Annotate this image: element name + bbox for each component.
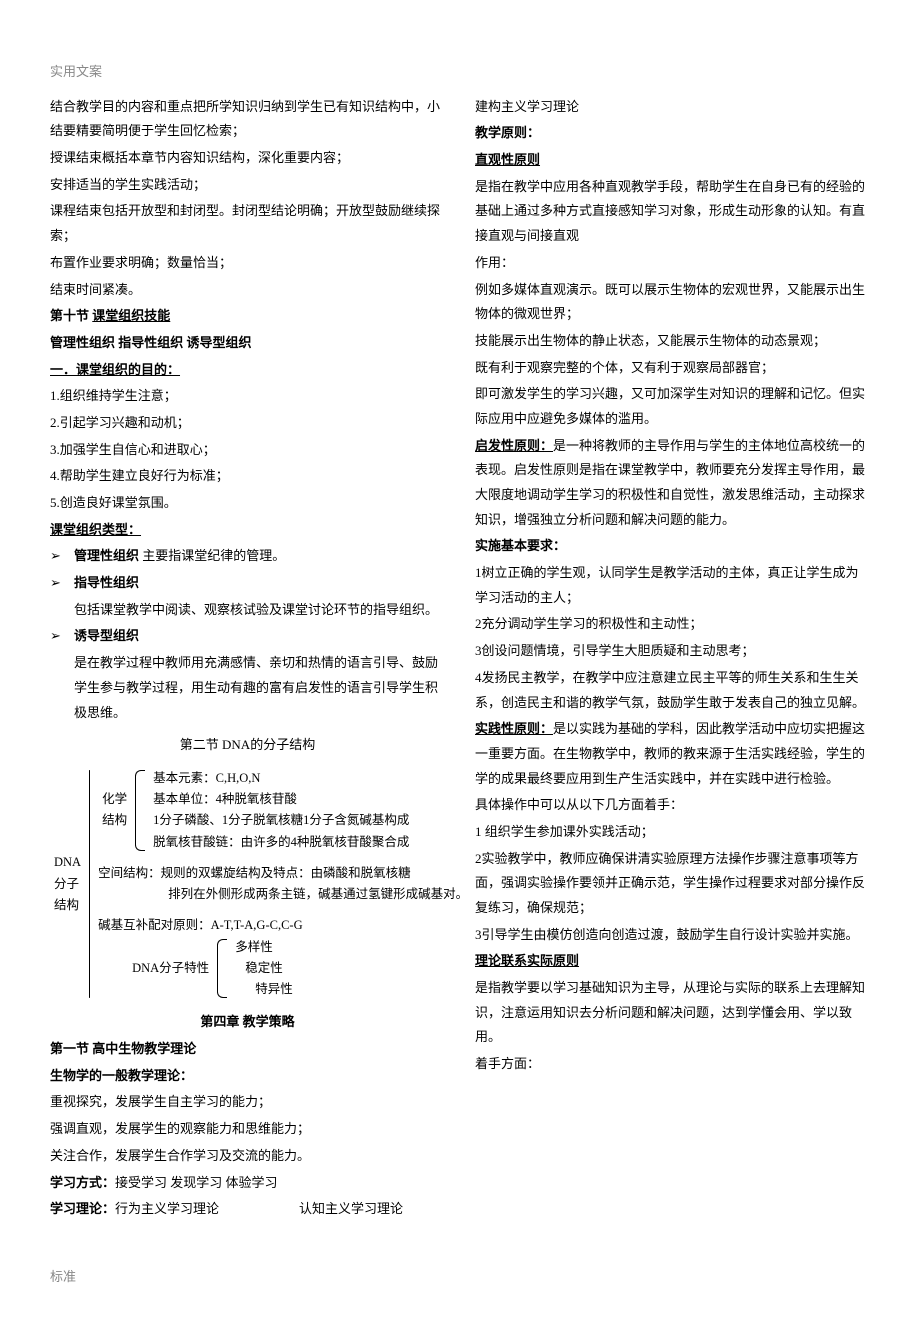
subheading: 生物学的一般教学理论： [50, 1064, 445, 1089]
label: 学习方式： [50, 1175, 115, 1190]
brace-icon [135, 770, 145, 851]
bullet-item: ➢ 诱导型组织 [50, 624, 445, 649]
value: 认知主义学习理论 [299, 1201, 403, 1216]
para: 课程结束包括开放型和封闭型。封闭型结论明确；开放型鼓励继续探索； [50, 199, 445, 248]
label: 学习理论： [50, 1201, 115, 1216]
para: 着手方面： [475, 1052, 870, 1077]
list-item: 3.加强学生自信心和进取心； [50, 438, 445, 463]
org-types-line: 管理性组织 指导性组织 诱导型组织 [50, 331, 445, 356]
diagram-row: 1分子磷酸、1分子脱氧核糖1分子含氮碱基构成 [153, 810, 409, 831]
subheading: 实施基本要求： [475, 534, 870, 559]
list-item: 5.创造良好课堂氛围。 [50, 491, 445, 516]
diagram-row: 特异性 [235, 979, 293, 1000]
diagram-row: 空间结构：规则的双螺旋结构及特点：由磷酸和脱氧核糖 [98, 863, 468, 884]
root-label-line: 分子 [54, 874, 81, 895]
page-header: 实用文案 [50, 60, 870, 85]
brace-icon [217, 939, 227, 999]
bullet-item: ➢ 管理性组织 主要指课堂纪律的管理。 [50, 544, 445, 569]
para: 布置作业要求明确；数量恰当； [50, 251, 445, 276]
bullet-item: ➢ 指导性组织 [50, 571, 445, 596]
subheading: 课堂组织类型： [50, 518, 445, 543]
bullet-body: 包括课堂教学中阅读、观察核试验及课堂讨论环节的指导组织。 [50, 598, 445, 623]
subheading: 教学原则： [475, 121, 870, 146]
learning-theory-line: 学习理论：行为主义学习理论 认知主义学习理论 [50, 1197, 445, 1222]
chapter-heading: 第四章 教学策略 [50, 1010, 445, 1035]
list-item: 4发扬民主教学，在教学中应注意建立民主平等的师生关系和生生关系，创造民主和谐的教… [475, 666, 870, 715]
list-item: 2充分调动学生学习的积极性和主动性； [475, 612, 870, 637]
para: 授课结束概括本章节内容知识结构，深化重要内容； [50, 146, 445, 171]
diagram-row: 稳定性 [235, 958, 293, 979]
para: 结束时间紧凑。 [50, 278, 445, 303]
para: 技能展示出生物体的静止状态，又能展示生物体的动态景观； [475, 329, 870, 354]
para: 具体操作中可以从以下几方面着手： [475, 793, 870, 818]
brace-icon [89, 770, 90, 999]
chem-label: 化学 结构 [98, 768, 131, 853]
label: 实践性原则： [475, 721, 553, 736]
bullet-label: 指导性组织 [74, 575, 139, 590]
bullet-label: 诱导型组织 [74, 628, 139, 643]
principle-heading: 启发性原则：是一种将教师的主导作用与学生的主体地位高校统一的表现。启发性原则是指… [475, 434, 870, 533]
diagram-row: 碱基互补配对原则：A-T,T-A,G-C,C-G [98, 915, 468, 936]
para: 强调直观，发展学生的观察能力和思维能力； [50, 1117, 445, 1142]
page-footer: 标准 [50, 1265, 870, 1290]
value: 接受学习 发现学习 体验学习 [115, 1175, 278, 1190]
para: 即可激发学生的学习兴趣，又可加深学生对知识的理解和记忆。但实际应用中应避免多媒体… [475, 382, 870, 431]
list-item: 1 组织学生参加课外实践活动； [475, 820, 870, 845]
chem-label-line: 结构 [102, 810, 127, 831]
bullet-body: 是在教学过程中教师用充满感情、亲切和热情的语言引导、鼓励学生参与教学过程，用生动… [50, 651, 445, 725]
value: 行为主义学习理论 [115, 1201, 219, 1216]
para: 建构主义学习理论 [475, 95, 870, 120]
root-label-line: DNA [54, 852, 81, 873]
traits-label: DNA分子特性 [128, 937, 213, 1001]
principle-heading: 实践性原则：是以实践为基础的学科，因此教学活动中应切实把握这一重要方面。在生物教… [475, 717, 870, 791]
list-item: 2实验教学中，教师应确保讲清实验原理方法操作步骤注意事项等方面，强调实验操作要领… [475, 847, 870, 921]
para: 关注合作，发展学生合作学习及交流的能力。 [50, 1144, 445, 1169]
bullet-label: 管理性组织 [74, 548, 139, 563]
root-label-line: 结构 [54, 895, 81, 916]
list-item: 1树立正确的学生观，认同学生是教学活动的主体，真正让学生成为学习活动的主人； [475, 561, 870, 610]
para: 例如多媒体直观演示。既可以展示生物体的宏观世界，又能展示出生物体的微观世界； [475, 278, 870, 327]
principle-heading: 直观性原则 [475, 148, 870, 173]
diagram-row: 多样性 [235, 937, 293, 958]
heading-title: 课堂组织技能 [92, 308, 170, 323]
triangle-bullet-icon: ➢ [50, 624, 74, 649]
list-item: 2.引起学习兴趣和动机； [50, 411, 445, 436]
para: 安排适当的学生实践活动； [50, 173, 445, 198]
subheading: 一．课堂组织的目的： [50, 358, 445, 383]
list-item: 4.帮助学生建立良好行为标准； [50, 464, 445, 489]
para: 是指教学要以学习基础知识为主导，从理论与实际的联系上去理解知识，注意运用知识去分… [475, 976, 870, 1050]
chem-label-line: 化学 [102, 789, 127, 810]
heading-prefix: 第十节 [50, 308, 89, 323]
list-item: 3创设问题情境，引导学生大胆质疑和主动思考； [475, 639, 870, 664]
learning-style-line: 学习方式：接受学习 发现学习 体验学习 [50, 1171, 445, 1196]
principle-heading: 理论联系实际原则 [475, 949, 870, 974]
section-heading: 第一节 高中生物教学理论 [50, 1037, 445, 1062]
para: 作用： [475, 251, 870, 276]
diagram-row: 基本单位：4种脱氧核苷酸 [153, 789, 409, 810]
list-item: 1.组织维持学生注意； [50, 384, 445, 409]
triangle-bullet-icon: ➢ [50, 544, 74, 569]
section-heading: 第十节 课堂组织技能 [50, 304, 445, 329]
bullet-tail: 主要指课堂纪律的管理。 [139, 548, 285, 563]
diagram-row: 脱氧核苷酸链：由许多的4种脱氧核苷酸聚合成 [153, 832, 409, 853]
list-item: 3引导学生由模仿创造向创造过渡，鼓励学生自行设计实验并实施。 [475, 923, 870, 948]
diagram-row: 基本元素：C,H,O,N [153, 768, 409, 789]
triangle-bullet-icon: ➢ [50, 571, 74, 596]
root-label: DNA 分子 结构 [50, 768, 85, 1001]
text-columns: 结合教学目的内容和重点把所学知识归纳到学生已有知识结构中，小结要精要简明便于学生… [50, 95, 870, 1245]
para: 是指在教学中应用各种直观教学手段，帮助学生在自身已有的经验的基础上通过多种方式直… [475, 175, 870, 249]
para: 既有利于观察完整的个体，又有利于观察局部器官； [475, 356, 870, 381]
label: 启发性原则： [475, 438, 553, 453]
diagram-title: 第二节 DNA的分子结构 [50, 733, 445, 758]
para: 结合教学目的内容和重点把所学知识归纳到学生已有知识结构中，小结要精要简明便于学生… [50, 95, 445, 144]
diagram-row: 排列在外侧形成两条主链，碱基通过氢键形成碱基对。 [98, 884, 468, 905]
para: 重视探究，发展学生自主学习的能力； [50, 1090, 445, 1115]
dna-structure-diagram: DNA 分子 结构 化学 结构 基本元素：C,H,O,N 基本单位：4种脱氧核苷… [50, 768, 445, 1001]
